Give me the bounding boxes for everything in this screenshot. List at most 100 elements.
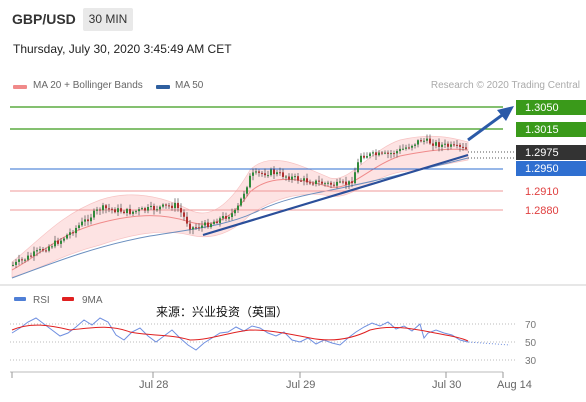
candle-body — [93, 210, 95, 218]
rsi-label-50: 50 — [525, 338, 537, 349]
ma20-line — [11, 148, 469, 271]
candle-body — [198, 227, 200, 229]
candle-body — [270, 169, 272, 176]
candle-body — [411, 145, 413, 148]
candle-body — [348, 181, 350, 185]
candle-body — [222, 216, 224, 219]
candle-body — [441, 144, 443, 147]
candle-body — [258, 171, 260, 173]
candle-body — [168, 205, 170, 207]
candle-body — [294, 176, 296, 178]
candle-body — [186, 216, 188, 224]
candle-body — [363, 155, 365, 158]
candle-body — [240, 198, 242, 206]
candle-body — [72, 232, 74, 234]
candle-body — [408, 147, 410, 149]
candle-body — [354, 172, 356, 184]
rsi-line — [11, 317, 469, 351]
candle-body — [213, 221, 215, 224]
candle-body — [87, 219, 89, 222]
candle-body — [150, 205, 152, 208]
candle-body — [108, 208, 110, 210]
timestamp: Thursday, July 30, 2020 3:45:49 AM CET — [13, 42, 232, 56]
candlestick-series — [12, 134, 467, 268]
candle-body — [393, 153, 395, 155]
bollinger-band — [11, 135, 469, 278]
price-label-text-6: 1.2880 — [525, 205, 559, 217]
candle-body — [297, 176, 299, 181]
source-watermark: 来源：兴业投资（英国） — [156, 304, 288, 319]
candle-body — [426, 138, 428, 141]
x-tick-label-3: Jul 30 — [432, 379, 461, 391]
candle-body — [285, 176, 287, 178]
price-label-2: 1.3015 — [516, 122, 586, 137]
candle-body — [114, 209, 116, 213]
candle-body — [321, 181, 323, 184]
candle-body — [309, 182, 311, 184]
candle-body — [423, 140, 425, 142]
candle-body — [267, 175, 269, 177]
candle-body — [162, 204, 164, 207]
candle-body — [69, 232, 71, 235]
candle-body — [228, 217, 230, 219]
candle-body — [48, 246, 50, 251]
candle-body — [288, 176, 290, 180]
candle-body — [333, 184, 335, 186]
candle-body — [57, 240, 59, 244]
candle-body — [372, 152, 374, 154]
candle-body — [123, 211, 125, 214]
credit-text: Research © 2020 Trading Central — [430, 80, 580, 91]
candle-body — [189, 223, 191, 230]
candle-body — [330, 182, 332, 185]
rsi-ma-line — [11, 324, 469, 342]
candle-body — [33, 251, 35, 256]
candle-body — [291, 176, 293, 180]
candle-body — [252, 172, 254, 176]
candle-body — [99, 209, 101, 211]
candle-body — [42, 249, 44, 251]
candle-body — [159, 206, 161, 210]
candle-body — [429, 138, 431, 144]
price-label-text-3: 1.2975 — [525, 147, 559, 159]
candle-body — [120, 208, 122, 212]
candle-body — [75, 227, 77, 234]
candle-body — [453, 144, 455, 146]
candle-body — [378, 152, 380, 156]
candle-body — [300, 180, 302, 182]
candle-body — [210, 223, 212, 228]
candle-body — [432, 143, 434, 146]
candle-body — [219, 218, 221, 223]
candle-body — [132, 211, 134, 214]
candle-body — [276, 172, 278, 175]
candle-body — [147, 207, 149, 211]
price-label-text-2: 1.3015 — [525, 124, 559, 136]
candle-body — [381, 152, 383, 154]
candle-body — [156, 209, 158, 211]
candle-body — [351, 181, 353, 184]
candle-body — [216, 221, 218, 223]
candle-body — [225, 216, 227, 219]
candle-body — [15, 261, 17, 265]
candle-body — [324, 183, 326, 185]
candle-body — [54, 240, 56, 247]
rsi-ma-legend-label: 9MA — [82, 295, 103, 306]
legend-label-ma50: MA 50 — [175, 80, 204, 91]
candle-body — [90, 217, 92, 222]
candle-body — [18, 259, 20, 262]
candle-body — [375, 152, 377, 156]
candle-body — [231, 213, 233, 218]
candle-body — [396, 151, 398, 154]
candle-body — [141, 208, 143, 210]
price-label-text-4: 1.2950 — [525, 163, 559, 175]
legend-swatch-ma50 — [156, 85, 170, 89]
symbol-title: GBP/USD — [12, 11, 76, 27]
candle-body — [180, 208, 182, 213]
candle-body — [312, 183, 314, 185]
candle-body — [237, 205, 239, 210]
timeframe-button[interactable]: 30 MIN — [83, 8, 133, 31]
x-tick-label-4: Aug 14 — [497, 379, 532, 391]
candle-body — [420, 140, 422, 142]
candle-body — [129, 208, 131, 214]
rsi-legend-label: RSI — [33, 295, 50, 306]
